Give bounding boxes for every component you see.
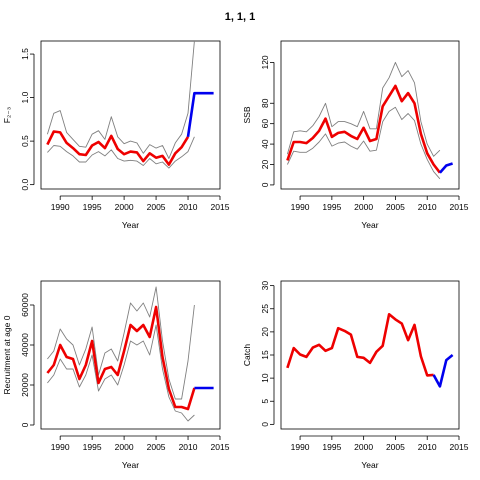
ssb-x-axis-label: Year (361, 220, 378, 230)
catch-y-tick-label: 15 (260, 350, 270, 360)
ssb-y-axis-label: SSB (242, 106, 252, 123)
recruitment-y-tick-label: 0 (20, 422, 30, 427)
ssb-upper-line (286, 61, 441, 157)
catch-y-tick-label: 30 (260, 281, 270, 291)
fbar-x-tick-label: 2010 (179, 202, 198, 212)
recruitment-x-tick-label: 2000 (115, 442, 134, 452)
fbar-estimate-line (46, 130, 190, 166)
ssb-y-tick-label: 0 (260, 182, 270, 187)
ssb-x-tick-label: 2010 (418, 202, 437, 212)
catch-x-tick-label: 2005 (386, 442, 405, 452)
fbar-y-tick-label: 0.5 (20, 135, 30, 147)
fbar-x-tick-label: 1995 (83, 202, 102, 212)
recruitment-x-tick-label: 2010 (179, 442, 198, 452)
ssb-y-tick-label: 120 (260, 55, 270, 69)
fbar-x-tick-label: 2015 (211, 202, 230, 212)
ssb-y-tick-label: 80 (260, 98, 270, 108)
fbar-lower-line (47, 136, 195, 169)
ssb-y-tick-label: 60 (260, 119, 270, 129)
fbar-plot-box (40, 40, 221, 190)
catch-y-tick-label: 5 (260, 399, 270, 404)
recruitment-x-tick-label: 1995 (83, 442, 102, 452)
fbar-x-axis-label: Year (122, 220, 139, 230)
panel-ssb: 1990 1995 2000 2005 2010 2015 0 20 40 60 80 120 Year… (242, 40, 469, 230)
panel-recruitment: 1990 1995 2000 2005 2010 2015 0 20000 40000 60000… (2, 280, 230, 470)
recruitment-y-tick-label: 20000 (20, 373, 30, 397)
catch-x-tick-label: 1990 (291, 442, 310, 452)
catch-x-tick-label: 2000 (354, 442, 373, 452)
recruitment-y-tick-label: 60000 (20, 293, 30, 317)
recruitment-x-axis-label: Year (122, 460, 139, 470)
panel-catch: 1990 1995 2000 2005 2010 2015 0 5 10 15 20 25 30 Year… (242, 280, 469, 470)
panel-fbar: 1990 1995 2000 2005 2010 2015 0.0 0.5 1.0 1.5 Year… (2, 40, 230, 230)
recruitment-lower-line (47, 324, 195, 422)
fbar-y-axis-label: F₂₋₃ (2, 107, 12, 123)
catch-y-axis-label: Catch (242, 344, 252, 366)
fbar-x-tick-label: 2000 (115, 202, 134, 212)
fbar-x-tick-label: 2005 (147, 202, 166, 212)
catch-x-tick-label: 2010 (418, 442, 437, 452)
catch-forecast-line (432, 353, 454, 388)
catch-x-tick-label: 1995 (322, 442, 341, 452)
recruitment-estimate-line (46, 305, 196, 411)
recruitment-y-tick-label: 40000 (20, 333, 30, 357)
catch-y-tick-label: 25 (260, 304, 270, 314)
ssb-x-tick-label: 2000 (354, 202, 373, 212)
catch-x-axis-label: Year (361, 460, 378, 470)
recruitment-upper-line (47, 286, 195, 400)
recruitment-x-tick-label: 2015 (211, 442, 230, 452)
ssb-lower-line (286, 106, 441, 180)
fbar-upper-line (46, 40, 195, 159)
ssb-plot-box (280, 40, 460, 190)
ssb-x-tick-label: 1995 (322, 202, 341, 212)
fbar-y-tick-label: 1.5 (20, 48, 30, 60)
recruitment-x-tick-label: 2005 (147, 442, 166, 452)
catch-y-tick-label: 20 (260, 327, 270, 337)
fbar-y-tick-label: 0.0 (20, 178, 30, 190)
ssb-x-tick-label: 2015 (450, 202, 469, 212)
ssb-y-tick-label: 40 (260, 139, 270, 149)
recruitment-x-tick-label: 1990 (51, 442, 70, 452)
catch-estimate-line (286, 312, 434, 377)
catch-y-tick-label: 0 (260, 422, 270, 427)
catch-y-tick-label: 10 (260, 373, 270, 383)
catch-x-tick-label: 2015 (450, 442, 469, 452)
figure-title: 1, 1, 1 (225, 11, 256, 23)
ssb-y-tick-label: 20 (260, 160, 270, 170)
fbar-forecast-line (186, 91, 214, 137)
recruitment-plot-box (40, 280, 221, 430)
catch-plot-box (280, 280, 460, 430)
fbar-y-tick-label: 1.0 (20, 91, 30, 103)
ssb-x-tick-label: 2005 (386, 202, 405, 212)
ssb-estimate-line (286, 84, 441, 174)
ssb-x-tick-label: 1990 (291, 202, 310, 212)
fbar-x-tick-label: 1990 (51, 202, 70, 212)
recruitment-y-axis-label: Recruitment at age 0 (2, 315, 12, 394)
ssb-forecast-line (438, 162, 453, 174)
